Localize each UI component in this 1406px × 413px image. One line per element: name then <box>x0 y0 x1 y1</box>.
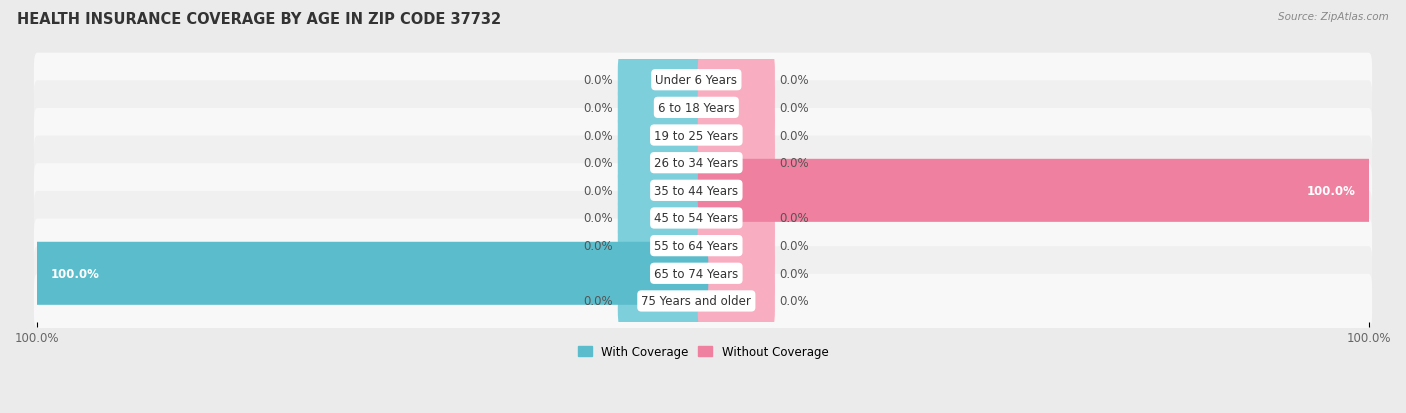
Text: 0.0%: 0.0% <box>583 184 613 197</box>
FancyBboxPatch shape <box>34 136 1372 190</box>
FancyBboxPatch shape <box>617 242 709 305</box>
Text: 0.0%: 0.0% <box>779 129 810 142</box>
FancyBboxPatch shape <box>34 247 1372 301</box>
FancyBboxPatch shape <box>697 77 775 140</box>
FancyBboxPatch shape <box>697 49 775 112</box>
FancyBboxPatch shape <box>697 270 775 332</box>
Text: 0.0%: 0.0% <box>779 157 810 170</box>
Text: HEALTH INSURANCE COVERAGE BY AGE IN ZIP CODE 37732: HEALTH INSURANCE COVERAGE BY AGE IN ZIP … <box>17 12 501 27</box>
Text: 6 to 18 Years: 6 to 18 Years <box>658 102 735 114</box>
FancyBboxPatch shape <box>34 164 1372 218</box>
FancyBboxPatch shape <box>697 132 775 195</box>
Text: 0.0%: 0.0% <box>779 212 810 225</box>
Text: 100.0%: 100.0% <box>51 267 100 280</box>
Text: 0.0%: 0.0% <box>779 240 810 252</box>
Text: 0.0%: 0.0% <box>779 102 810 114</box>
FancyBboxPatch shape <box>697 242 775 305</box>
FancyBboxPatch shape <box>34 219 1372 273</box>
FancyBboxPatch shape <box>617 215 709 278</box>
FancyBboxPatch shape <box>34 274 1372 328</box>
Text: 100.0%: 100.0% <box>1306 184 1355 197</box>
Text: 0.0%: 0.0% <box>583 129 613 142</box>
FancyBboxPatch shape <box>697 159 775 222</box>
FancyBboxPatch shape <box>617 270 709 332</box>
Text: 0.0%: 0.0% <box>583 102 613 114</box>
Text: 0.0%: 0.0% <box>583 212 613 225</box>
FancyBboxPatch shape <box>34 54 1372 107</box>
Text: 35 to 44 Years: 35 to 44 Years <box>654 184 738 197</box>
Text: 0.0%: 0.0% <box>779 74 810 87</box>
FancyBboxPatch shape <box>34 191 1372 245</box>
FancyBboxPatch shape <box>617 187 709 250</box>
FancyBboxPatch shape <box>34 109 1372 163</box>
FancyBboxPatch shape <box>697 215 775 278</box>
Text: Under 6 Years: Under 6 Years <box>655 74 737 87</box>
Text: 0.0%: 0.0% <box>583 74 613 87</box>
Text: 55 to 64 Years: 55 to 64 Years <box>654 240 738 252</box>
FancyBboxPatch shape <box>34 81 1372 135</box>
Text: 0.0%: 0.0% <box>583 157 613 170</box>
Text: 0.0%: 0.0% <box>583 240 613 252</box>
FancyBboxPatch shape <box>617 77 709 140</box>
FancyBboxPatch shape <box>617 159 709 222</box>
Text: 19 to 25 Years: 19 to 25 Years <box>654 129 738 142</box>
FancyBboxPatch shape <box>617 104 709 167</box>
Text: 26 to 34 Years: 26 to 34 Years <box>654 157 738 170</box>
FancyBboxPatch shape <box>697 187 775 250</box>
Text: 75 Years and older: 75 Years and older <box>641 295 751 308</box>
FancyBboxPatch shape <box>617 49 709 112</box>
FancyBboxPatch shape <box>697 159 1374 222</box>
Text: 45 to 54 Years: 45 to 54 Years <box>654 212 738 225</box>
Text: 0.0%: 0.0% <box>779 267 810 280</box>
FancyBboxPatch shape <box>32 242 709 305</box>
Text: 65 to 74 Years: 65 to 74 Years <box>654 267 738 280</box>
Text: 0.0%: 0.0% <box>583 295 613 308</box>
Text: Source: ZipAtlas.com: Source: ZipAtlas.com <box>1278 12 1389 22</box>
FancyBboxPatch shape <box>697 104 775 167</box>
FancyBboxPatch shape <box>617 132 709 195</box>
Text: 0.0%: 0.0% <box>779 295 810 308</box>
Legend: With Coverage, Without Coverage: With Coverage, Without Coverage <box>572 341 834 363</box>
